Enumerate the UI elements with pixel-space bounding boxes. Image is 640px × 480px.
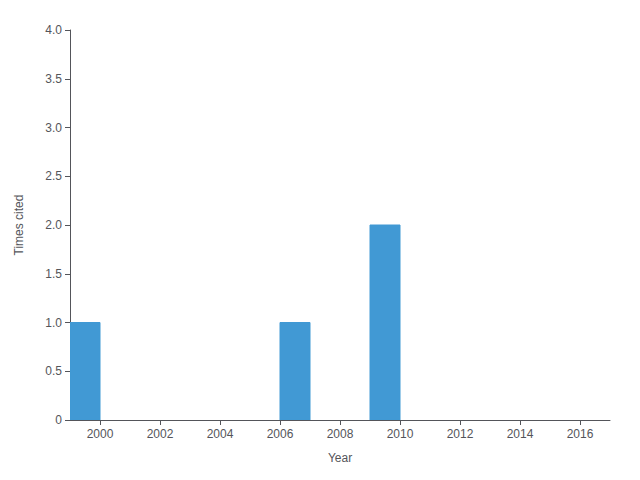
svg-text:2000: 2000	[87, 427, 114, 441]
svg-text:2.5: 2.5	[45, 169, 62, 183]
svg-text:2.0: 2.0	[45, 218, 62, 232]
svg-text:Year: Year	[328, 451, 352, 465]
svg-text:0: 0	[55, 413, 62, 427]
svg-text:2002: 2002	[147, 427, 174, 441]
svg-text:0.5: 0.5	[45, 364, 62, 378]
svg-text:2012: 2012	[447, 427, 474, 441]
svg-text:2008: 2008	[327, 427, 354, 441]
svg-text:3.5: 3.5	[45, 72, 62, 86]
svg-text:Times cited: Times cited	[12, 195, 26, 256]
svg-text:1.5: 1.5	[45, 267, 62, 281]
svg-text:2010: 2010	[387, 427, 414, 441]
svg-text:2004: 2004	[207, 427, 234, 441]
svg-text:2014: 2014	[507, 427, 534, 441]
svg-text:3.0: 3.0	[45, 121, 62, 135]
svg-text:4.0: 4.0	[45, 23, 62, 37]
svg-text:2006: 2006	[267, 427, 294, 441]
svg-text:2016: 2016	[567, 427, 594, 441]
svg-text:1.0: 1.0	[45, 316, 62, 330]
